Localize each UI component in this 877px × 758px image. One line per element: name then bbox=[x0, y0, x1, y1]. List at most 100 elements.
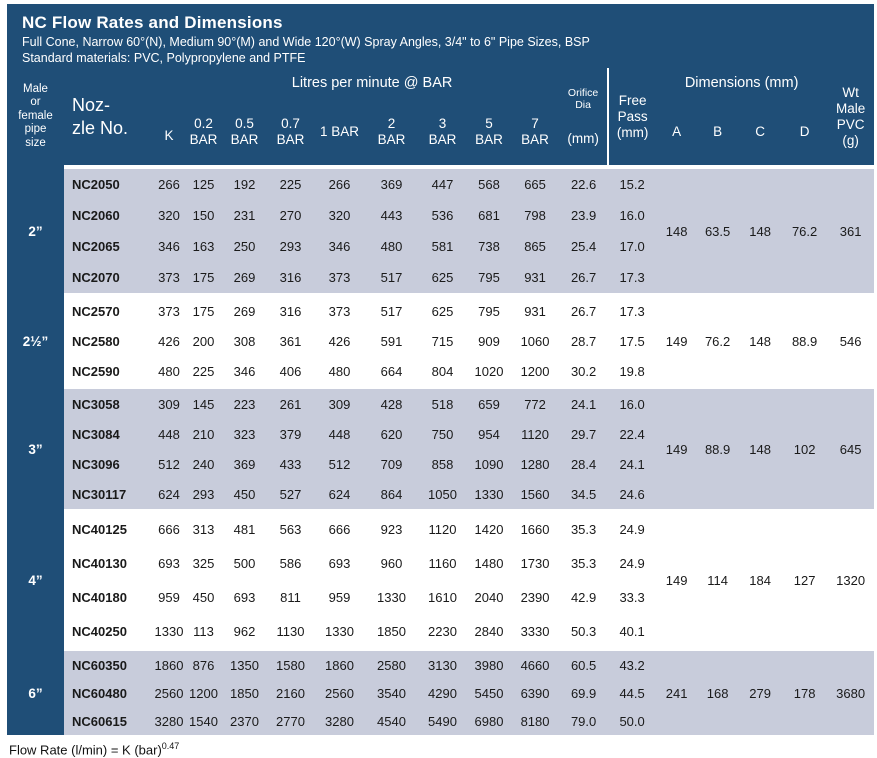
value-cell: 750 bbox=[418, 419, 467, 450]
value-cell: 858 bbox=[418, 449, 467, 480]
value-cell: 192 bbox=[222, 169, 267, 201]
value-cell: 517 bbox=[365, 262, 418, 294]
col-header-free-pass: Free Pass (mm) bbox=[608, 68, 657, 166]
value-cell: 586 bbox=[267, 546, 314, 581]
nozzle-no-cell: NC60615 bbox=[64, 707, 153, 736]
group-separator bbox=[64, 386, 875, 390]
value-cell: 346 bbox=[314, 231, 365, 263]
value-cell: 313 bbox=[185, 512, 222, 547]
value-cell: 681 bbox=[467, 200, 511, 232]
value-cell: 325 bbox=[185, 546, 222, 581]
col-header-dimensions-span: Dimensions (mm) bbox=[656, 68, 828, 99]
value-cell: 666 bbox=[314, 512, 365, 547]
value-cell: 1130 bbox=[267, 614, 314, 649]
col-header-bar-0-2: 0.2 BAR bbox=[185, 98, 222, 166]
value-cell: 175 bbox=[185, 262, 222, 294]
value-cell: 225 bbox=[267, 169, 314, 201]
value-cell: 293 bbox=[185, 479, 222, 510]
pipe-size-group: 2½” NC2570 373 175 269 316 373 517 625 795 931 26.7… bbox=[7, 293, 875, 387]
pipe-size-cell: 4” bbox=[7, 512, 64, 649]
col-header-bar-3: 3 BAR bbox=[418, 98, 467, 166]
group-gap-row bbox=[7, 386, 875, 390]
dimension-cell: 361 bbox=[827, 169, 875, 294]
col-header-nozzle-no: Noz- zle No. bbox=[64, 68, 153, 166]
value-cell: 60.5 bbox=[559, 651, 609, 680]
value-cell: 308 bbox=[222, 326, 267, 357]
dimension-cell: 148 bbox=[738, 169, 783, 294]
value-cell: 448 bbox=[153, 419, 185, 450]
table-row: NC2590 480 225 346 406 480 664 804 1020 1200 30.2 1… bbox=[7, 356, 874, 387]
value-cell: 864 bbox=[365, 479, 418, 510]
value-cell: 309 bbox=[153, 389, 185, 420]
value-cell: 1330 bbox=[467, 479, 511, 510]
value-cell: 3330 bbox=[511, 614, 560, 649]
group-separator bbox=[64, 293, 875, 297]
value-cell: 28.7 bbox=[559, 326, 609, 357]
group-separator bbox=[64, 648, 875, 652]
col-header-bar-5: 5 BAR bbox=[467, 98, 511, 166]
table-row: 3” NC3058 309 145 223 261 309 428 518 659 772 24.1 1… bbox=[7, 389, 875, 510]
value-cell: 2390 bbox=[511, 580, 560, 615]
value-cell: 876 bbox=[185, 651, 222, 680]
value-cell: 1860 bbox=[153, 651, 185, 680]
value-cell: 563 bbox=[267, 512, 314, 547]
value-cell: 266 bbox=[314, 169, 365, 201]
page-title: NC Flow Rates and Dimensions bbox=[22, 13, 283, 32]
value-cell: 666 bbox=[153, 512, 185, 547]
orifice-dia-label: Orifice Dia bbox=[567, 86, 599, 112]
table-row: 2½” NC2570 373 175 269 316 373 517 625 795 931 26.7… bbox=[7, 296, 875, 387]
dimension-cell: 1320 bbox=[827, 512, 875, 649]
value-cell: 15.2 bbox=[608, 169, 657, 201]
value-cell: 35.3 bbox=[559, 512, 609, 547]
col-header-dim-a: A bbox=[656, 98, 698, 166]
nozzle-no-cell: NC3084 bbox=[64, 419, 153, 450]
value-cell: 693 bbox=[153, 546, 185, 581]
value-cell: 1540 bbox=[185, 707, 222, 736]
value-cell: 1120 bbox=[418, 512, 467, 547]
value-cell: 512 bbox=[153, 449, 185, 480]
table-row: NC2580 426 200 308 361 426 591 715 909 1060 28.7 17… bbox=[7, 326, 874, 357]
value-cell: 4660 bbox=[511, 651, 560, 680]
table-row: NC2070 373 175 269 316 373 517 625 795 931 26.7 17.… bbox=[7, 262, 874, 294]
nozzle-no-cell: NC30117 bbox=[64, 479, 153, 510]
value-cell: 1610 bbox=[418, 580, 467, 615]
value-cell: 1730 bbox=[511, 546, 560, 581]
pipe-size-cell: 6” bbox=[7, 651, 64, 736]
pipe-size-cell: 3” bbox=[7, 389, 64, 510]
value-cell: 269 bbox=[222, 262, 267, 294]
value-cell: 625 bbox=[418, 262, 467, 294]
value-cell: 1090 bbox=[467, 449, 511, 480]
value-cell: 16.0 bbox=[608, 200, 657, 232]
dimension-cell: 148 bbox=[738, 296, 783, 387]
nozzle-no-cell: NC2065 bbox=[64, 231, 153, 263]
value-cell: 517 bbox=[365, 296, 418, 327]
pipe-size-group: 6” NC60350 1860 876 1350 1580 1860 2580 3130 3980… bbox=[7, 648, 875, 736]
value-cell: 1200 bbox=[511, 356, 560, 387]
value-cell: 30.2 bbox=[559, 356, 609, 387]
value-cell: 428 bbox=[365, 389, 418, 420]
nozzle-no-cell: NC40250 bbox=[64, 614, 153, 649]
value-cell: 1330 bbox=[365, 580, 418, 615]
value-cell: 369 bbox=[365, 169, 418, 201]
value-cell: 4290 bbox=[418, 679, 467, 708]
value-cell: 269 bbox=[222, 296, 267, 327]
value-cell: 954 bbox=[467, 419, 511, 450]
table-row: NC3096 512 240 369 433 512 709 858 1090 1280 28.4 2… bbox=[7, 449, 874, 480]
value-cell: 2840 bbox=[467, 614, 511, 649]
value-cell: 24.1 bbox=[608, 449, 657, 480]
header-row-spans: Male or female pipe size Noz- zle No. K … bbox=[7, 68, 875, 166]
value-cell: 5450 bbox=[467, 679, 511, 708]
value-cell: 24.9 bbox=[608, 546, 657, 581]
dimension-cell: 178 bbox=[782, 651, 828, 736]
value-cell: 624 bbox=[314, 479, 365, 510]
value-cell: 1480 bbox=[467, 546, 511, 581]
col-header-orifice-dia: Orifice Dia (mm) bbox=[559, 68, 610, 166]
table-row: 4” NC40125 666 313 481 563 666 923 1120 1420 1660 3… bbox=[7, 512, 875, 649]
value-cell: 17.3 bbox=[608, 296, 657, 327]
col-header-dim-d: D bbox=[782, 98, 828, 166]
group-separator bbox=[64, 509, 875, 513]
group-gap-row bbox=[7, 648, 875, 652]
pipe-size-strip bbox=[7, 509, 64, 513]
value-cell: 1020 bbox=[467, 356, 511, 387]
value-cell: 24.6 bbox=[608, 479, 657, 510]
